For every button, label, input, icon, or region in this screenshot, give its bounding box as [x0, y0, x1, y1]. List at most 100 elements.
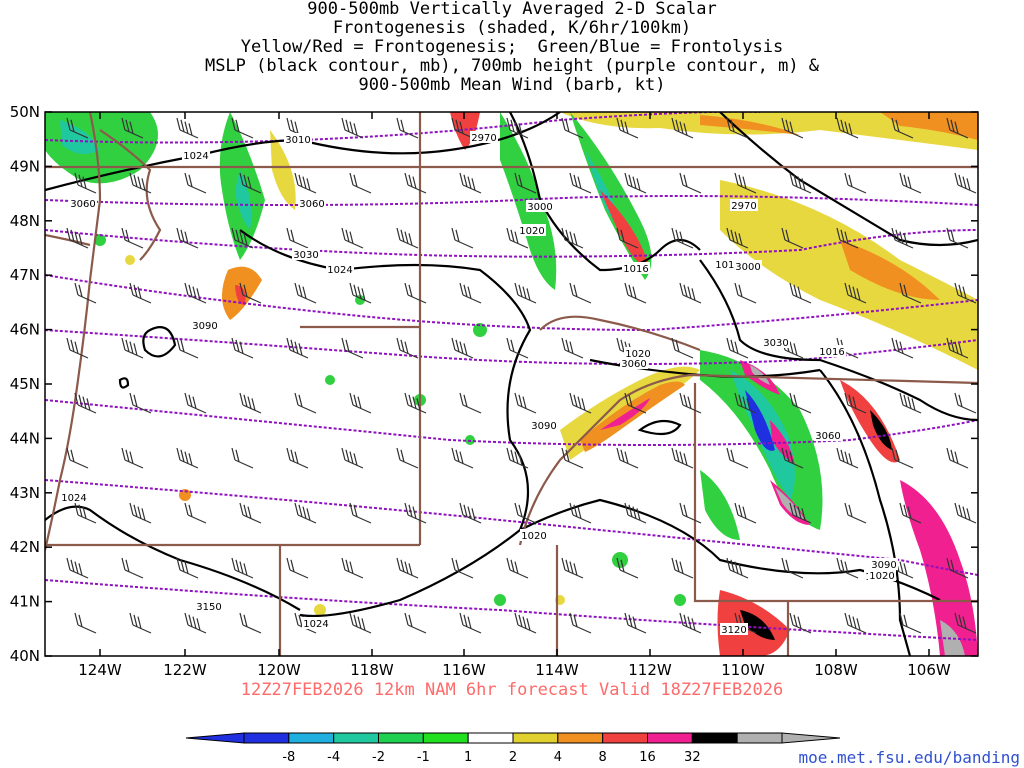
wind-barb [789, 282, 812, 304]
wind-barb [74, 502, 97, 524]
wind-barb [121, 337, 144, 359]
wind-barb [789, 172, 812, 194]
wind-barb [129, 172, 152, 194]
wind-barb [671, 337, 694, 359]
wind-barb [954, 172, 977, 194]
colorbar-label: 1 [464, 750, 472, 765]
wind-barb [231, 557, 254, 579]
wind-barb [506, 557, 529, 579]
wind-barb [616, 447, 639, 469]
wind-barb [184, 172, 207, 194]
wind-barb [569, 502, 592, 524]
wind-barb [121, 227, 144, 249]
colorbar-segment [467, 732, 514, 744]
wind-barb [569, 282, 592, 304]
wind-barb [514, 282, 537, 304]
wind-barb [341, 117, 364, 139]
wind-barb [514, 612, 537, 634]
wind-barb [679, 282, 702, 304]
wind-barb [506, 337, 529, 359]
wind-barb [616, 227, 639, 249]
height-contour-label: 3000 [735, 262, 760, 273]
wind-barb [514, 502, 537, 524]
height-contour-label: 2970 [471, 133, 496, 144]
wind-barb [349, 612, 372, 634]
wind-barb [176, 337, 199, 359]
colorbar-label: -4 [327, 750, 340, 765]
wind-barb [781, 117, 804, 139]
mslp-contour-label: 1024 [303, 619, 328, 630]
wind-barb [891, 227, 914, 249]
wind-barb [404, 172, 427, 194]
lon-tick-label: 112W [628, 661, 672, 679]
wind-barb [781, 557, 804, 579]
longitude-labels: 124W 122W 120W 118W 116W 114W 112W 110W 108W 106W [78, 112, 951, 679]
wind-barb [954, 502, 977, 524]
wind-barb [891, 337, 914, 359]
wind-barb [954, 282, 977, 304]
wind-barb [836, 557, 859, 579]
lon-tick-label: 106W [907, 661, 951, 679]
wind-barb [231, 447, 254, 469]
wind-barb [176, 447, 199, 469]
wind-barb [679, 612, 702, 634]
wind-barb [404, 612, 427, 634]
wind-barb [726, 337, 749, 359]
contour-labels: 1024 1024 1020 1020 1016 1016 1016 1020 1024 1024… [60, 131, 898, 636]
wind-barb [231, 117, 254, 139]
wind-barb [891, 117, 914, 139]
lat-tick-label: 44N [10, 429, 40, 447]
wind-barb [624, 282, 647, 304]
wind-barb [561, 117, 584, 139]
wind-barb [561, 227, 584, 249]
height-contour-label: 3090 [192, 321, 217, 332]
wind-barb [624, 502, 647, 524]
wind-barb [726, 227, 749, 249]
wind-barb [396, 557, 419, 579]
colorbar-label: -8 [282, 750, 295, 765]
wind-barb [734, 172, 757, 194]
colorbar-label: 2 [509, 750, 517, 765]
wind-barb [66, 447, 89, 469]
wind-barb [121, 117, 144, 139]
colorbar-segment [243, 732, 290, 744]
height-contour-label: 3120 [721, 625, 746, 636]
wind-barb [396, 117, 419, 139]
lat-tick-label: 45N [10, 375, 40, 393]
wind-barb [459, 502, 482, 524]
lon-tick-label: 114W [535, 661, 579, 679]
wind-barb [734, 392, 757, 414]
wind-barb [66, 117, 89, 139]
wind-barb [726, 557, 749, 579]
wind-barb [836, 227, 859, 249]
lon-tick-label: 124W [78, 661, 122, 679]
colorbar-left-arrow [185, 732, 245, 744]
mslp-contour-label: 1016 [819, 347, 844, 358]
wind-barb [624, 172, 647, 194]
wind-barb [239, 392, 262, 414]
wind-barb [349, 502, 372, 524]
height-contour-label: 3090 [871, 560, 896, 571]
colorbar-label: 4 [554, 750, 562, 765]
credit-link[interactable]: moe.met.fsu.edu/banding [798, 748, 1020, 767]
wind-barb [679, 502, 702, 524]
mslp-contour-label: 1024 [183, 151, 208, 162]
wind-barb [121, 557, 144, 579]
wind-barb [121, 447, 144, 469]
wind-barb [74, 392, 97, 414]
height-contour-label: 3060 [621, 359, 646, 370]
wind-barb [396, 337, 419, 359]
wind-barb [946, 117, 969, 139]
wind-barb [781, 227, 804, 249]
wind-barb [294, 392, 317, 414]
wind-barb [561, 557, 584, 579]
wind-barb [239, 612, 262, 634]
title-line-1: 900-500mb Vertically Averaged 2-D Scalar [307, 0, 717, 19]
height-contour-label: 3030 [763, 338, 788, 349]
wind-barb [836, 447, 859, 469]
wind-barb [506, 117, 529, 139]
wind-barb [624, 612, 647, 634]
mslp-contour-label: 1020 [625, 349, 650, 360]
wind-barb [396, 227, 419, 249]
mslp-contour-label: 1020 [869, 571, 894, 582]
